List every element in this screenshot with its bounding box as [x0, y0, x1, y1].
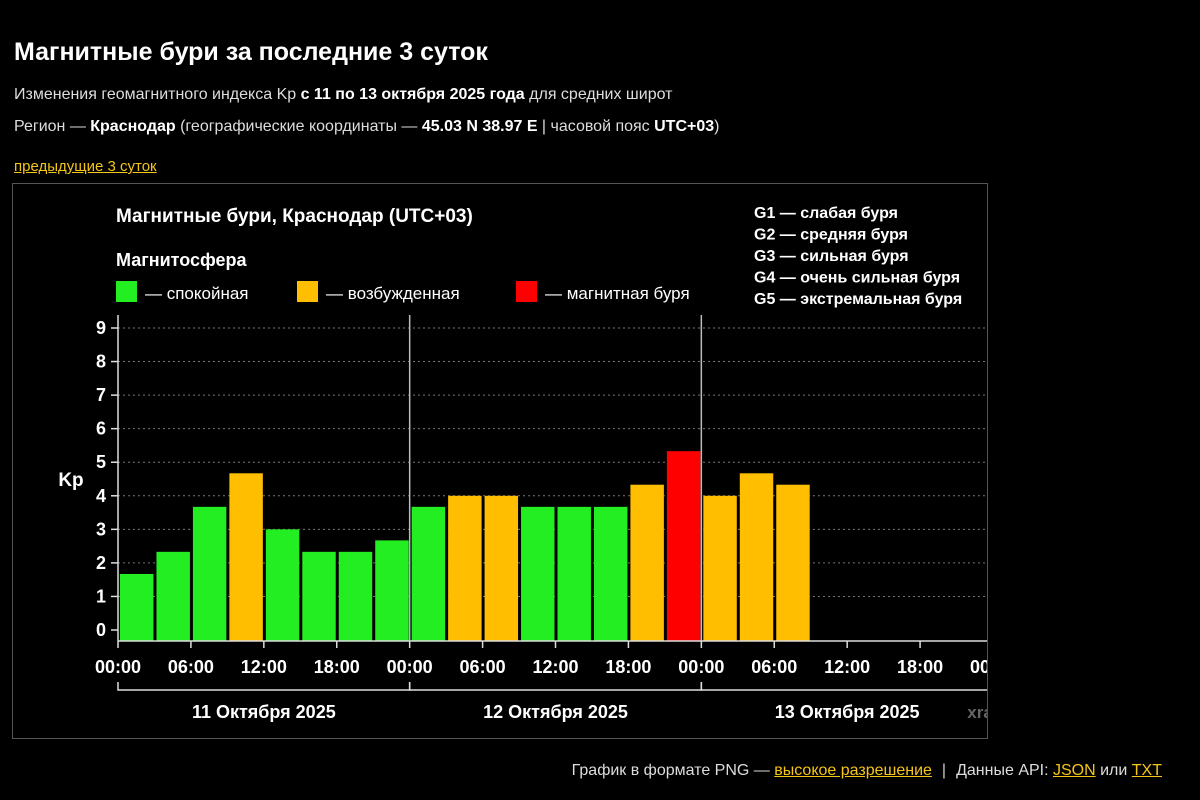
- bar-quiet: [521, 506, 555, 641]
- g-scale-description: G4 — очень сильная буря: [754, 270, 960, 287]
- g-scale-description: G3 — сильная буря: [754, 248, 909, 265]
- footer-separator: |: [941, 762, 947, 779]
- chart-text-group: 0123456789G1G2G3G4G500:0006:0012:0018:00…: [58, 205, 988, 722]
- bar-quiet: [593, 506, 628, 641]
- kp-chart: 0123456789G1G2G3G4G500:0006:0012:0018:00…: [58, 205, 988, 722]
- region-description: Регион — Краснодар (географические коорд…: [14, 118, 719, 136]
- legend-swatch-storm: [516, 281, 537, 302]
- region-label: Регион —: [14, 118, 91, 135]
- x-tick-label: 18:00: [897, 657, 943, 677]
- period-text-end: для средних широт: [524, 86, 673, 103]
- or-label: или: [1095, 762, 1132, 779]
- bar-disturbed: [484, 495, 519, 641]
- high-resolution-link[interactable]: высокое разрешение: [774, 762, 932, 779]
- legend-label-storm: — магнитная буря: [545, 284, 690, 303]
- axes-group: [111, 315, 987, 691]
- day-bracket: [408, 682, 703, 691]
- g-scale-description: G2 — средняя буря: [754, 227, 908, 244]
- day-label: 13 Октября 2025: [775, 702, 920, 722]
- x-tick-label: 00:00: [678, 657, 724, 677]
- coords-value: 45.03 N 38.97 E: [421, 118, 538, 135]
- footer: График в формате PNG — высокое разрешени…: [572, 762, 1162, 780]
- bar-quiet: [375, 540, 409, 641]
- day-bracket: [117, 682, 411, 691]
- y-tick-label: 0: [96, 620, 106, 640]
- bar-disturbed: [448, 495, 482, 641]
- y-tick-label: 1: [96, 586, 106, 606]
- bar-disturbed: [776, 484, 810, 641]
- grid-lines: [118, 327, 987, 597]
- period-text: Изменения геомагнитного индекса Kp: [14, 86, 301, 103]
- png-label: График в формате PNG —: [571, 762, 775, 779]
- api-label: Данные API:: [956, 762, 1053, 779]
- x-tick-label: 12:00: [241, 657, 287, 677]
- day-label: 12 Октября 2025: [483, 702, 628, 722]
- bar-quiet: [156, 551, 190, 641]
- bar-quiet: [302, 551, 336, 641]
- y-tick-label: 7: [96, 385, 106, 405]
- x-tick-label: 00:00: [970, 657, 988, 677]
- g-scale-description: G5 — экстремальная буря: [754, 291, 962, 308]
- x-tick-label: 00:00: [95, 657, 141, 677]
- legend-swatch-disturbed: [297, 281, 318, 302]
- bar-disturbed: [703, 495, 737, 641]
- timezone-label: | часовой пояс: [537, 118, 655, 135]
- bar-quiet: [265, 529, 300, 641]
- bar-quiet: [557, 506, 591, 641]
- y-tick-label: 4: [96, 486, 106, 506]
- bar-disturbed: [229, 473, 263, 641]
- y-tick-label: 6: [96, 419, 106, 439]
- x-tick-label: 18:00: [314, 657, 360, 677]
- bar-quiet: [120, 573, 154, 641]
- x-tick-label: 06:00: [751, 657, 797, 677]
- y-tick-label: 2: [96, 553, 106, 573]
- timezone-value: UTC+03: [654, 118, 715, 135]
- g-scale-description: G1 — слабая буря: [754, 205, 898, 222]
- coords-label: (географические координаты —: [175, 118, 422, 135]
- legend-label-quiet: — спокойная: [145, 284, 249, 303]
- day-label: 11 Октября 2025: [192, 702, 336, 722]
- bars-group: [120, 451, 810, 641]
- day-bracket: [700, 682, 987, 691]
- bar-disturbed: [739, 473, 774, 641]
- x-tick-label: 00:00: [387, 657, 433, 677]
- legend-label-disturbed: — возбужденная: [326, 284, 460, 303]
- page-title: Магнитные бури за последние 3 суток: [14, 38, 488, 66]
- bar-storm: [666, 451, 701, 641]
- bar-quiet: [411, 506, 446, 641]
- legend-title: Магнитосфера: [116, 250, 248, 270]
- timezone-close: ): [714, 118, 720, 135]
- txt-link[interactable]: TXT: [1131, 762, 1162, 779]
- previous-3-days-link[interactable]: предыдущие 3 суток: [14, 158, 157, 175]
- legend-swatch-quiet: [116, 281, 137, 302]
- bar-disturbed: [630, 484, 664, 641]
- x-tick-label: 06:00: [460, 657, 506, 677]
- x-tick-label: 06:00: [168, 657, 214, 677]
- json-link[interactable]: JSON: [1053, 762, 1096, 779]
- y-tick-label: 9: [96, 318, 106, 338]
- period-description: Изменения геомагнитного индекса Kp с 11 …: [14, 86, 672, 104]
- y-tick-label: 8: [96, 352, 106, 372]
- chart-title: Магнитные бури, Краснодар (UTC+03): [116, 206, 473, 227]
- bar-quiet: [192, 506, 227, 641]
- chart-frame: 0123456789G1G2G3G4G500:0006:0012:0018:00…: [12, 183, 988, 739]
- x-tick-label: 12:00: [824, 657, 870, 677]
- x-tick-label: 18:00: [605, 657, 651, 677]
- watermark: xras.ru: [967, 703, 988, 722]
- x-tick-label: 12:00: [532, 657, 578, 677]
- y-tick-label: 3: [96, 519, 106, 539]
- y-axis-label: Kp: [58, 470, 83, 491]
- bar-quiet: [338, 551, 373, 641]
- y-tick-label: 5: [96, 452, 106, 472]
- region-name: Краснодар: [90, 118, 176, 135]
- period-range: с 11 по 13 октября 2025 года: [300, 86, 525, 103]
